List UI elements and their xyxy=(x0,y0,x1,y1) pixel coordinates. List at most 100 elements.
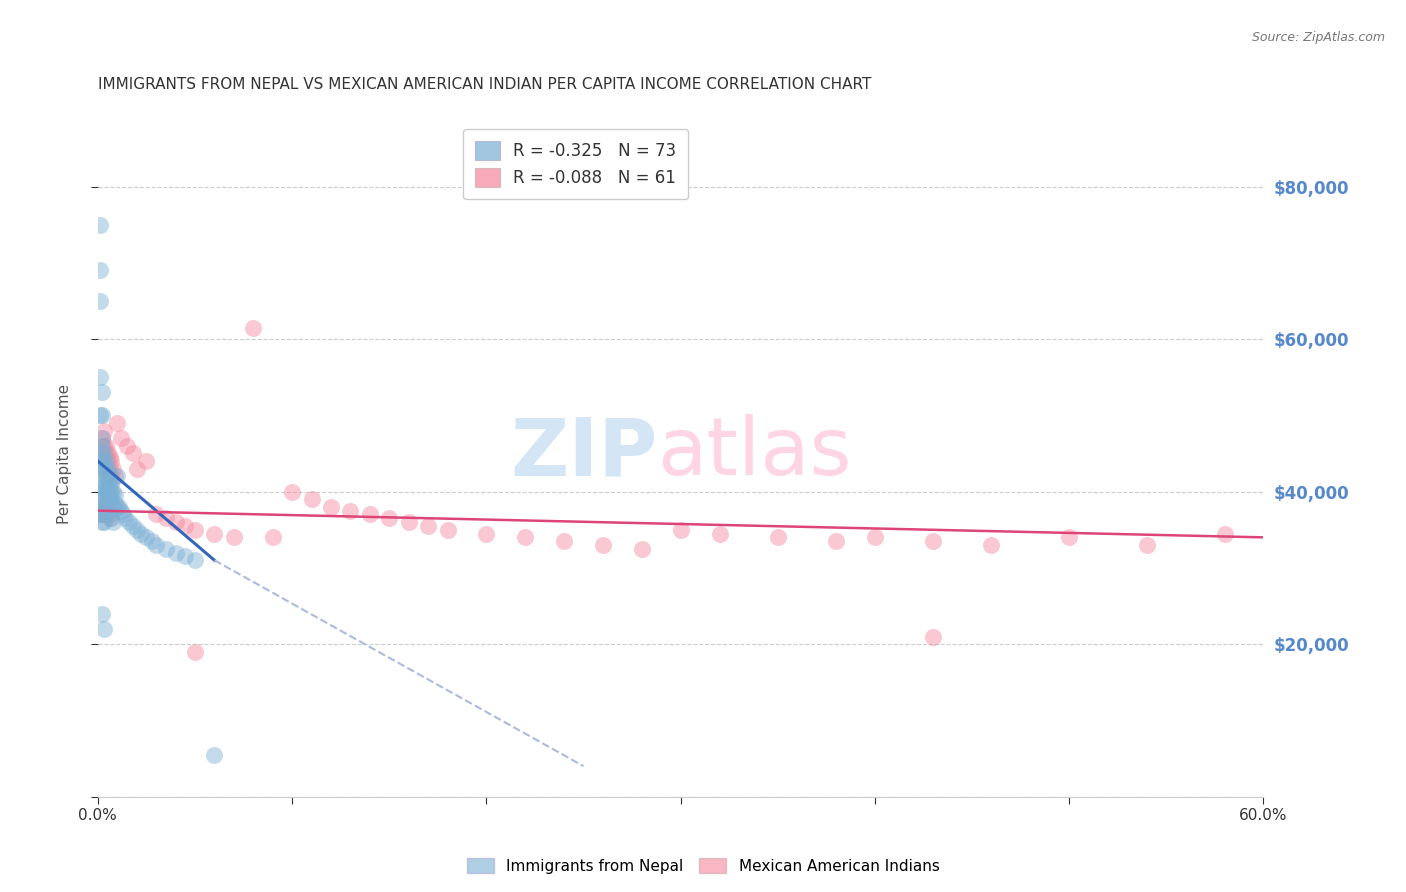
Point xyxy=(105,500,128,514)
Point xyxy=(319,500,342,514)
Point xyxy=(93,469,115,483)
Point xyxy=(222,530,245,544)
Point xyxy=(93,484,115,499)
Point xyxy=(281,484,304,499)
Point xyxy=(98,469,121,483)
Point xyxy=(90,607,112,621)
Point xyxy=(709,526,731,541)
Point xyxy=(97,477,120,491)
Point xyxy=(90,508,112,522)
Point xyxy=(98,511,121,525)
Point xyxy=(301,492,323,507)
Point xyxy=(105,469,128,483)
Point xyxy=(100,492,122,507)
Point xyxy=(125,461,148,475)
Point xyxy=(129,526,152,541)
Point xyxy=(90,515,112,529)
Point xyxy=(125,523,148,537)
Point xyxy=(184,645,207,659)
Point xyxy=(89,500,111,514)
Point xyxy=(98,461,121,475)
Point xyxy=(89,293,111,308)
Point xyxy=(90,409,112,423)
Point xyxy=(1213,526,1236,541)
Point xyxy=(184,523,207,537)
Point xyxy=(104,496,127,510)
Point xyxy=(104,469,127,483)
Point xyxy=(204,526,226,541)
Text: atlas: atlas xyxy=(658,415,852,492)
Point xyxy=(98,508,121,522)
Point xyxy=(145,538,167,552)
Point xyxy=(436,523,458,537)
Point xyxy=(93,439,115,453)
Point xyxy=(97,508,120,522)
Point xyxy=(115,439,138,453)
Point xyxy=(103,461,125,475)
Point xyxy=(1057,530,1080,544)
Point xyxy=(184,553,207,567)
Point xyxy=(98,492,121,507)
Point xyxy=(94,454,117,468)
Point xyxy=(97,484,120,499)
Point xyxy=(121,446,143,460)
Point xyxy=(155,511,177,525)
Point xyxy=(630,541,652,556)
Point xyxy=(155,541,177,556)
Point xyxy=(89,492,111,507)
Point xyxy=(592,538,614,552)
Point xyxy=(118,515,141,529)
Point xyxy=(89,370,111,384)
Point xyxy=(100,511,122,525)
Point xyxy=(100,469,122,483)
Point xyxy=(97,504,120,518)
Point xyxy=(94,477,117,491)
Point xyxy=(90,454,112,468)
Point xyxy=(100,454,122,468)
Point xyxy=(93,461,115,475)
Legend: R = -0.325   N = 73, R = -0.088   N = 61: R = -0.325 N = 73, R = -0.088 N = 61 xyxy=(464,129,688,199)
Point xyxy=(89,409,111,423)
Point xyxy=(110,431,132,445)
Text: Source: ZipAtlas.com: Source: ZipAtlas.com xyxy=(1251,31,1385,45)
Point xyxy=(89,500,111,514)
Point xyxy=(669,523,692,537)
Point xyxy=(204,747,226,762)
Point xyxy=(104,488,127,502)
Point xyxy=(145,508,167,522)
Point xyxy=(1136,538,1159,552)
Point xyxy=(114,511,136,525)
Point xyxy=(103,500,125,514)
Point xyxy=(97,446,120,460)
Point xyxy=(89,508,111,522)
Text: IMMIGRANTS FROM NEPAL VS MEXICAN AMERICAN INDIAN PER CAPITA INCOME CORRELATION C: IMMIGRANTS FROM NEPAL VS MEXICAN AMERICA… xyxy=(98,78,872,93)
Point xyxy=(112,508,135,522)
Point xyxy=(108,500,131,514)
Point xyxy=(766,530,789,544)
Point xyxy=(93,481,115,495)
Point xyxy=(93,477,115,491)
Point xyxy=(135,530,157,544)
Point xyxy=(90,492,112,507)
Point xyxy=(98,484,121,499)
Legend: Immigrants from Nepal, Mexican American Indians: Immigrants from Nepal, Mexican American … xyxy=(461,852,945,880)
Point xyxy=(94,469,117,483)
Point xyxy=(100,484,122,499)
Point xyxy=(475,526,498,541)
Point xyxy=(93,622,115,636)
Point xyxy=(339,504,361,518)
Point xyxy=(141,534,163,549)
Point xyxy=(863,530,886,544)
Point xyxy=(89,218,111,232)
Point xyxy=(103,484,125,499)
Point xyxy=(94,439,117,453)
Point xyxy=(825,534,848,549)
Point xyxy=(103,515,125,529)
Point xyxy=(242,320,264,334)
Point xyxy=(93,515,115,529)
Point xyxy=(97,469,120,483)
Point xyxy=(105,416,128,430)
Point xyxy=(174,519,197,533)
Point xyxy=(93,446,115,460)
Point xyxy=(90,431,112,445)
